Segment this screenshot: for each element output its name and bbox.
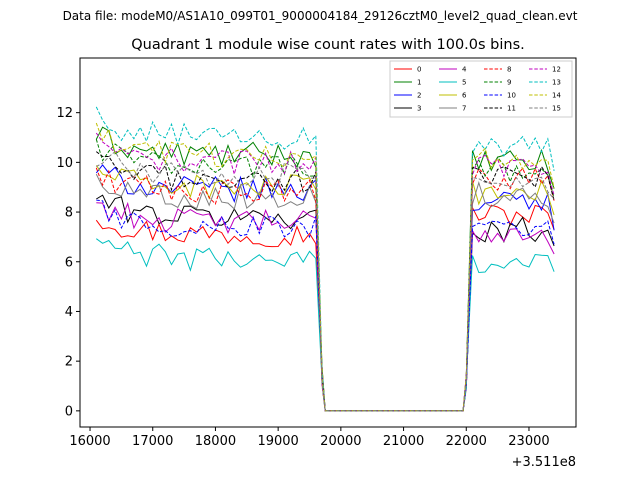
legend-label-2: 2 — [417, 92, 421, 100]
axes: 16000 17000 18000 19000 20000 21000 22000 23000… — [56, 106, 549, 449]
legend-label-0: 0 — [417, 66, 421, 74]
series-line-13 — [95, 106, 555, 412]
y-tick-label: 4 — [65, 305, 73, 320]
legend-label-12: 12 — [552, 66, 561, 74]
x-tick-label: 23000 — [508, 434, 549, 449]
series-line-15 — [96, 150, 555, 412]
y-tick-label: 0 — [65, 404, 73, 419]
legend-label-8: 8 — [507, 66, 511, 74]
y-tick-label: 6 — [65, 255, 73, 270]
series-line-1 — [95, 126, 555, 412]
legend-label-9: 9 — [507, 79, 511, 87]
legend-label-4: 4 — [462, 66, 467, 74]
legend-label-15: 15 — [552, 105, 561, 113]
legend-label-1: 1 — [417, 79, 421, 87]
x-tick-label: 22000 — [446, 434, 487, 449]
x-tick-label: 20000 — [320, 434, 361, 449]
series-line-4 — [96, 201, 555, 412]
legend-label-7: 7 — [462, 105, 466, 113]
y-tick-label: 8 — [65, 206, 73, 221]
series-line-5 — [96, 238, 555, 412]
axes-frame — [79, 57, 577, 428]
legend-label-10: 10 — [507, 92, 516, 100]
series-line-0 — [95, 204, 555, 412]
legend-label-3: 3 — [417, 105, 421, 113]
x-tick-label: 19000 — [257, 434, 298, 449]
y-tick-label: 12 — [56, 106, 73, 121]
plot-area — [95, 106, 555, 412]
y-tick-label: 10 — [56, 156, 73, 171]
chart-suptitle: Data file: modeM0/AS1A10_099T01_90000041… — [63, 9, 578, 23]
series-line-3 — [96, 194, 555, 412]
x-tick-label: 16000 — [69, 434, 110, 449]
series-line-11 — [95, 151, 555, 412]
series-line-7 — [95, 173, 555, 412]
legend-label-6: 6 — [462, 92, 467, 100]
x-tick-label: 21000 — [383, 434, 424, 449]
legend-label-13: 13 — [552, 79, 561, 87]
x-tick-label: 17000 — [132, 434, 173, 449]
legend-label-14: 14 — [552, 92, 561, 100]
series-line-14 — [95, 122, 555, 412]
series-line-9 — [95, 139, 555, 412]
y-tick-label: 2 — [65, 355, 73, 370]
chart-title: Quadrant 1 module wise count rates with … — [131, 37, 525, 53]
legend-label-11: 11 — [507, 105, 516, 113]
x-tick-label: 18000 — [195, 434, 236, 449]
legend-label-5: 5 — [462, 79, 466, 87]
x-offset-label: +3.511e8 — [512, 455, 576, 470]
